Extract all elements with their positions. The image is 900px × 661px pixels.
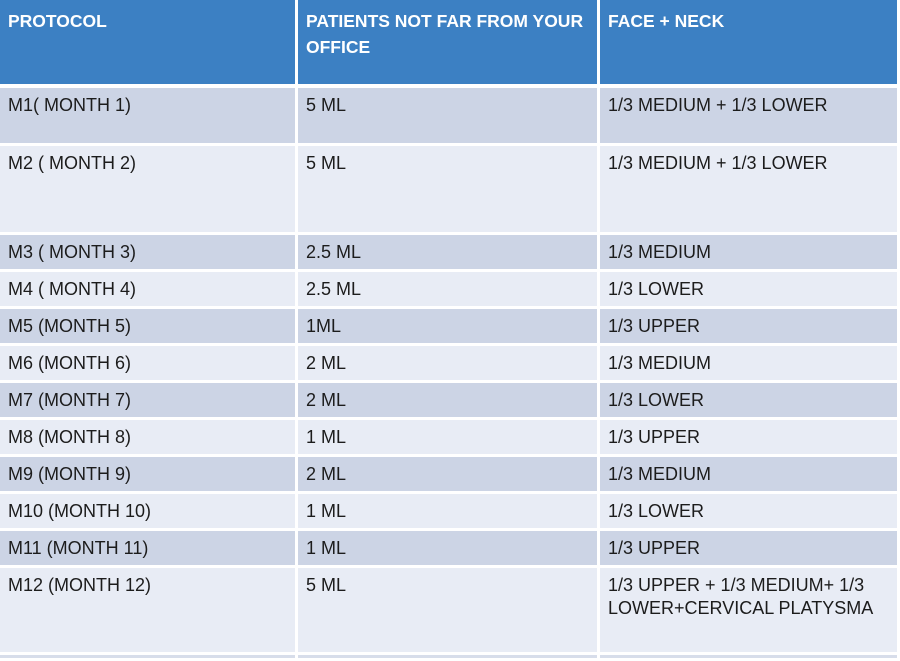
- cell-protocol: M2 ( MONTH 2): [0, 146, 295, 232]
- table-row-m2: M2 ( MONTH 2) 5 ML 1/3 MEDIUM + 1/3 LOWE…: [0, 146, 897, 232]
- cell-patients: 2 ML: [298, 383, 597, 417]
- cell-face-neck: 1/3 UPPER: [600, 531, 897, 565]
- table-row-m4: M4 ( MONTH 4) 2.5 ML 1/3 LOWER: [0, 272, 897, 306]
- column-header-face-neck: FACE + NECK: [600, 0, 897, 84]
- cell-patients: 5 ML: [298, 146, 597, 232]
- table-row-m5: M5 (MONTH 5) 1ML 1/3 UPPER: [0, 309, 897, 343]
- cell-face-neck: 1/3 MEDIUM + 1/3 LOWER: [600, 88, 897, 143]
- cell-protocol: M11 (MONTH 11): [0, 531, 295, 565]
- table-row-m12: M12 (MONTH 12) 5 ML 1/3 UPPER + 1/3 MEDI…: [0, 568, 897, 652]
- table-row-m3: M3 ( MONTH 3) 2.5 ML 1/3 MEDIUM: [0, 235, 897, 269]
- cell-patients: 1 ML: [298, 494, 597, 528]
- cell-patients: [298, 655, 597, 658]
- cell-protocol: M1( MONTH 1): [0, 88, 295, 143]
- cell-protocol: M4 ( MONTH 4): [0, 272, 295, 306]
- cell-protocol: M6 (MONTH 6): [0, 346, 295, 380]
- cell-face-neck: 1/3 UPPER: [600, 309, 897, 343]
- cell-patients: 2.5 ML: [298, 235, 597, 269]
- cell-face-neck: 1/3 MEDIUM: [600, 235, 897, 269]
- partial-next-row: [0, 655, 897, 658]
- table-row-m9: M9 (MONTH 9) 2 ML 1/3 MEDIUM: [0, 457, 897, 491]
- cell-patients: 2 ML: [298, 457, 597, 491]
- cell-protocol: [0, 655, 295, 658]
- cell-patients: 5 ML: [298, 568, 597, 652]
- cell-patients: 5 ML: [298, 88, 597, 143]
- cell-protocol: M9 (MONTH 9): [0, 457, 295, 491]
- cell-face-neck: 1/3 LOWER: [600, 494, 897, 528]
- table-row-m7: M7 (MONTH 7) 2 ML 1/3 LOWER: [0, 383, 897, 417]
- cell-protocol: M8 (MONTH 8): [0, 420, 295, 454]
- cell-patients: 2 ML: [298, 346, 597, 380]
- cell-face-neck: 1/3 UPPER: [600, 420, 897, 454]
- cell-face-neck: 1/3 LOWER: [600, 272, 897, 306]
- table-row-m1: M1( MONTH 1) 5 ML 1/3 MEDIUM + 1/3 LOWER: [0, 88, 897, 143]
- cell-patients: 1ML: [298, 309, 597, 343]
- cell-protocol: M7 (MONTH 7): [0, 383, 295, 417]
- cell-face-neck: [600, 655, 897, 658]
- cell-protocol: M5 (MONTH 5): [0, 309, 295, 343]
- cell-face-neck: 1/3 MEDIUM: [600, 346, 897, 380]
- cell-patients: 1 ML: [298, 531, 597, 565]
- cell-protocol: M3 ( MONTH 3): [0, 235, 295, 269]
- cell-protocol: M12 (MONTH 12): [0, 568, 295, 652]
- cell-patients: 2.5 ML: [298, 272, 597, 306]
- column-header-protocol: PROTOCOL: [0, 0, 295, 84]
- table-row-m11: M11 (MONTH 11) 1 ML 1/3 UPPER: [0, 531, 897, 565]
- cell-face-neck: 1/3 MEDIUM + 1/3 LOWER: [600, 146, 897, 232]
- table-header-row: PROTOCOL PATIENTS NOT FAR FROM YOUR OFFI…: [0, 0, 897, 84]
- table-row-m6: M6 (MONTH 6) 2 ML 1/3 MEDIUM: [0, 346, 897, 380]
- cell-protocol: M10 (MONTH 10): [0, 494, 295, 528]
- column-header-patients: PATIENTS NOT FAR FROM YOUR OFFICE: [298, 0, 597, 84]
- table-row-m10: M10 (MONTH 10) 1 ML 1/3 LOWER: [0, 494, 897, 528]
- cell-patients: 1 ML: [298, 420, 597, 454]
- cell-face-neck: 1/3 MEDIUM: [600, 457, 897, 491]
- table-row-m8: M8 (MONTH 8) 1 ML 1/3 UPPER: [0, 420, 897, 454]
- cell-face-neck: 1/3 UPPER + 1/3 MEDIUM+ 1/3 LOWER+CERVIC…: [600, 568, 897, 652]
- cell-face-neck: 1/3 LOWER: [600, 383, 897, 417]
